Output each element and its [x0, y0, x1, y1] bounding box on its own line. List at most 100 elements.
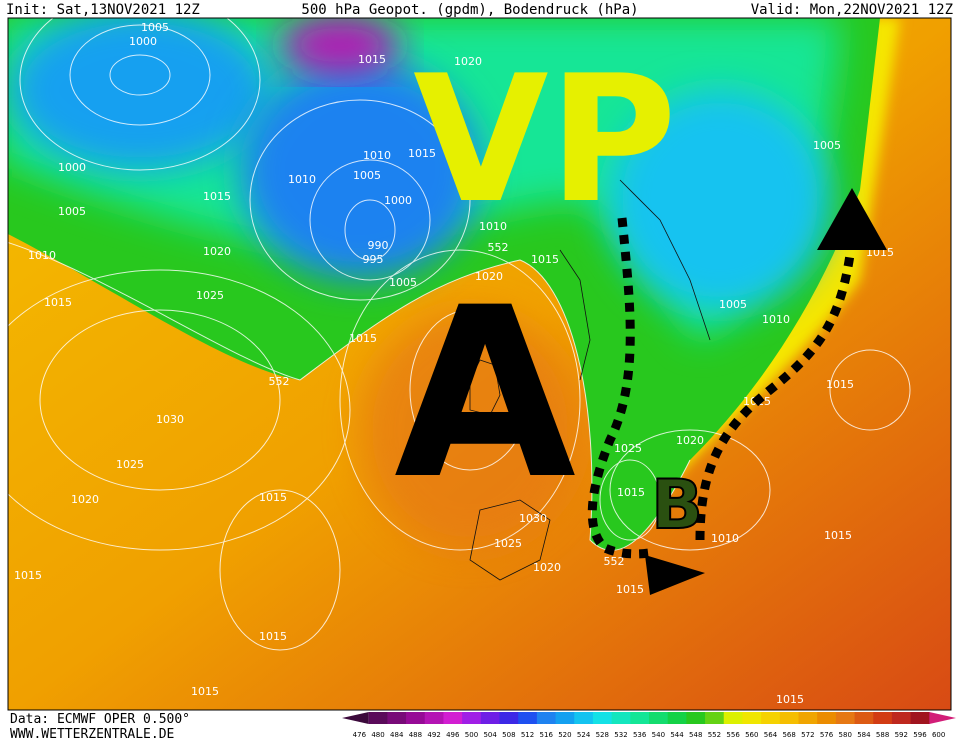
isobar-label: 1015	[826, 378, 854, 391]
colorbar-label: 496	[446, 731, 460, 739]
map-frame	[7, 17, 952, 711]
source-url: WWW.WETTERZENTRALE.DE	[10, 727, 174, 741]
colorbar-label: 532	[614, 731, 627, 739]
isobar-label: 1010	[711, 532, 739, 545]
isobar-label: 1030	[156, 413, 184, 426]
colorbar-swatch	[611, 712, 631, 724]
colorbar-label: 584	[857, 731, 871, 739]
isobar-label: 1005	[141, 21, 169, 34]
isobar-label: 1000	[58, 161, 86, 174]
colorbar-swatch	[761, 712, 781, 724]
colorbar-label: 600	[932, 731, 945, 739]
cold-core	[280, 18, 400, 75]
isobar-label: 1015	[616, 583, 644, 596]
colorbar-label: 488	[409, 731, 422, 739]
colorbar-label: 516	[540, 731, 554, 739]
colorbar-swatch	[342, 712, 369, 724]
colorbar-swatch	[779, 712, 799, 724]
colorbar-label: 552	[708, 731, 721, 739]
colorbar-label: 580	[839, 731, 852, 739]
colorbar-swatch	[518, 712, 538, 724]
isobar-label: 1010	[363, 149, 391, 162]
colorbar-swatch	[630, 712, 650, 724]
isobar-label: 552	[604, 555, 625, 568]
valid-time: Valid: Mon,22NOV2021 12Z	[751, 2, 953, 18]
colorbar-swatch	[798, 712, 818, 724]
warm-core	[360, 310, 580, 550]
colorbar-swatch	[667, 712, 687, 724]
colorbar-swatch	[462, 712, 482, 724]
isobar-label: 1030	[519, 512, 547, 525]
colorbar-label: 544	[670, 731, 684, 739]
arrow-head-east	[645, 555, 705, 595]
isobar-label: 1020	[676, 434, 704, 447]
colorbar-swatch	[649, 712, 669, 724]
colorbar-label: 568	[782, 731, 795, 739]
isobar-label: 1010	[479, 220, 507, 233]
isobar-label: 1005	[813, 139, 841, 152]
colorbar-swatch	[686, 712, 706, 724]
isobar-label: 1015	[259, 630, 287, 643]
colorbar: 476 480 484 488 492 496 500 504 508 512 516 520 524 5…	[342, 712, 956, 739]
isobar-label: 1025	[116, 458, 144, 471]
colorbar-swatch	[406, 712, 426, 724]
isobar-label: 1020	[203, 245, 231, 258]
colorbar-swatch	[387, 712, 407, 724]
colorbar-swatch	[723, 712, 743, 724]
colorbar-label: 524	[577, 731, 591, 739]
isobars	[0, 0, 910, 650]
annotation-b: B	[651, 466, 703, 545]
colorbar-label: 528	[596, 731, 609, 739]
low-center	[240, 60, 480, 280]
isobar-label: 1000	[384, 194, 412, 207]
isobar-label: 1015	[776, 693, 804, 706]
isobar-label: 1010	[762, 313, 790, 326]
isobar-label: 1005	[353, 169, 381, 182]
isobar-label: 1005	[58, 205, 86, 218]
colorbar-label: 596	[913, 731, 927, 739]
isobar-label: 1005	[389, 276, 417, 289]
colorbar-label: 572	[801, 731, 814, 739]
colorbar-swatch	[499, 712, 519, 724]
isobar-label: 1020	[475, 270, 503, 283]
isobar-label: 990	[368, 239, 389, 252]
coastlines	[469, 179, 711, 581]
colorbar-swatch	[873, 712, 893, 724]
isobar-label: 1015	[358, 53, 386, 66]
init-time: Init: Sat,13NOV2021 12Z	[6, 2, 200, 18]
colorbar-swatch	[742, 712, 762, 724]
colorbar-label: 504	[483, 731, 497, 739]
colorbar-swatch	[817, 712, 837, 724]
isobar-label: 1015	[408, 147, 436, 160]
isobar-label: 552	[488, 241, 509, 254]
colorbar-swatch	[443, 712, 463, 724]
colorbar-swatch	[480, 712, 500, 724]
isobar-label: 1025	[494, 537, 522, 550]
isobar-label: 1015	[203, 190, 231, 203]
arrow-head-north	[817, 188, 887, 250]
colorbar-label: 484	[390, 731, 404, 739]
colorbar-swatch	[929, 712, 956, 724]
isobar-label: 1015	[531, 253, 559, 266]
colorbar-swatch	[555, 712, 575, 724]
colorbar-swatch	[891, 712, 912, 724]
colorbar-label: 540	[652, 731, 665, 739]
isobar-label: 1015	[349, 332, 377, 345]
isobar-label: 1025	[196, 289, 224, 302]
isobar-label: 1015	[259, 491, 287, 504]
annotation-vp: VP	[413, 39, 677, 242]
colorbar-swatch	[574, 712, 594, 724]
colorbar-label: 492	[427, 731, 440, 739]
isobar-label: 1010	[28, 249, 56, 262]
data-source: Data: ECMWF OPER 0.500°	[10, 712, 190, 727]
colorbar-label: 476	[353, 731, 367, 739]
colorbar-label: 480	[371, 731, 384, 739]
colorbar-swatch	[854, 712, 874, 724]
colorbar-swatch	[835, 712, 856, 724]
colorbar-label: 520	[558, 731, 571, 739]
colorbar-swatch	[536, 712, 557, 724]
